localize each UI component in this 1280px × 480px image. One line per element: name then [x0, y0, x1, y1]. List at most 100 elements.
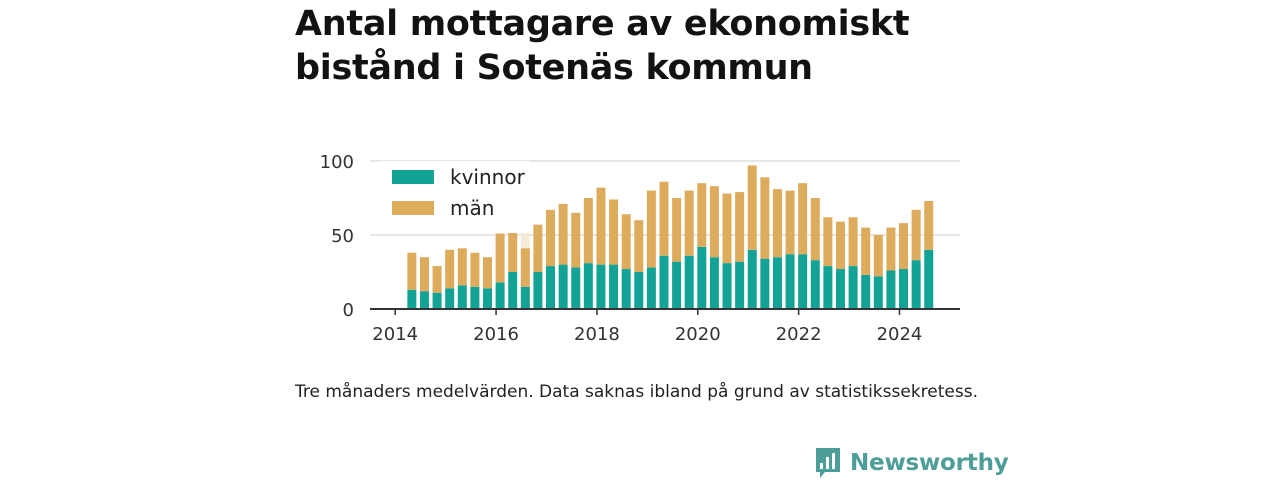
bar-kvinnor [911, 260, 921, 309]
bar-chart-speech-bubble-icon [816, 448, 840, 478]
bar-man [823, 217, 833, 267]
x-tick-label: 2016 [473, 324, 519, 345]
bar-man [697, 183, 707, 247]
bar-man [911, 209, 921, 261]
x-tick-label: 2018 [574, 324, 620, 345]
bar-kvinnor [508, 272, 518, 309]
bar-kvinnor [697, 246, 707, 309]
y-tick-label: 100 [320, 152, 354, 173]
legend-label: män [450, 196, 494, 220]
bar-man [810, 198, 820, 261]
bar-man [407, 252, 417, 290]
bar-man [508, 229, 518, 272]
bar-man [596, 187, 606, 265]
bar-kvinnor [571, 267, 581, 309]
bar-man [873, 235, 883, 277]
bar-kvinnor [659, 255, 669, 309]
bar-kvinnor [583, 263, 593, 309]
bar-kvinnor [533, 272, 543, 309]
bar-kvinnor [445, 288, 455, 309]
bar-man [583, 198, 593, 264]
bar-man [747, 165, 757, 250]
bar-man [482, 257, 492, 289]
bar-kvinnor [772, 257, 782, 309]
bar-kvinnor [520, 286, 530, 309]
bar-kvinnor [457, 285, 467, 309]
x-tick-label: 2024 [877, 324, 923, 345]
bar-kvinnor [419, 291, 429, 309]
bar-man [722, 193, 732, 264]
y-tick-label: 50 [331, 226, 354, 247]
bar-man [621, 214, 631, 270]
chart-title: Antal mottagare av ekonomiskt bistånd i … [295, 4, 910, 88]
x-tick-label: 2014 [372, 324, 418, 345]
bar-man [419, 257, 429, 292]
chart-note: Tre månaders medelvärden. Data saknas ib… [295, 382, 978, 402]
bar-man [533, 224, 543, 272]
bar-man [520, 248, 530, 287]
bar-kvinnor [747, 249, 757, 309]
bar-man [634, 220, 644, 272]
bar-man [772, 189, 782, 258]
y-tick-label: 0 [343, 300, 354, 321]
bar-man [924, 200, 934, 250]
bar-man [495, 233, 505, 283]
bar-man [848, 217, 858, 267]
bar-man [798, 183, 808, 255]
bar-man [546, 209, 556, 267]
x-tick-label: 2020 [675, 324, 721, 345]
bar-man [646, 190, 656, 268]
bar-kvinnor [407, 289, 417, 309]
brand-name: Newsworthy [850, 450, 1009, 476]
bar-kvinnor [609, 264, 619, 309]
bar-man [735, 192, 745, 262]
bar-kvinnor [621, 269, 631, 309]
bar-kvinnor [634, 272, 644, 309]
bar-kvinnor [899, 269, 909, 309]
bar-man [659, 181, 669, 256]
brand-logo[interactable]: Newsworthy [814, 446, 1009, 480]
bar-man [571, 212, 581, 268]
bar-kvinnor [735, 261, 745, 309]
bar-kvinnor [646, 267, 656, 309]
bar-man [470, 252, 480, 287]
bar-man [861, 227, 871, 275]
bar-kvinnor [848, 266, 858, 309]
bar-kvinnor [924, 249, 934, 309]
bar-kvinnor [470, 286, 480, 309]
bar-kvinnor [684, 255, 694, 309]
legend-swatch [392, 201, 434, 215]
bar-man [709, 186, 719, 258]
bar-kvinnor [785, 254, 795, 309]
bar-kvinnor [886, 270, 896, 309]
bar-kvinnor [672, 261, 682, 309]
bar-man [457, 248, 467, 286]
bar-kvinnor [596, 264, 606, 309]
bar-kvinnor [558, 264, 568, 309]
bar-man [886, 227, 896, 271]
x-tick-label: 2022 [776, 324, 822, 345]
bar-man [899, 223, 909, 270]
bar-man [432, 266, 442, 293]
bar-man [835, 221, 845, 270]
bar-kvinnor [810, 260, 820, 309]
bar-kvinnor [722, 263, 732, 309]
bar-kvinnor [482, 288, 492, 309]
bar-man [558, 203, 568, 265]
bar-man [609, 199, 619, 265]
bar-man [760, 177, 770, 259]
bar-kvinnor [709, 257, 719, 309]
bar-kvinnor [432, 292, 442, 309]
legend-swatch [392, 170, 434, 184]
bar-man [445, 249, 455, 289]
bar-kvinnor [798, 254, 808, 309]
bar-kvinnor [823, 266, 833, 309]
legend-label: kvinnor [450, 165, 526, 189]
bar-kvinnor [873, 276, 883, 309]
bar-man [672, 198, 682, 262]
bar-man [785, 190, 795, 255]
bar-kvinnor [835, 269, 845, 309]
bar-kvinnor [495, 282, 505, 309]
bar-man [684, 190, 694, 256]
